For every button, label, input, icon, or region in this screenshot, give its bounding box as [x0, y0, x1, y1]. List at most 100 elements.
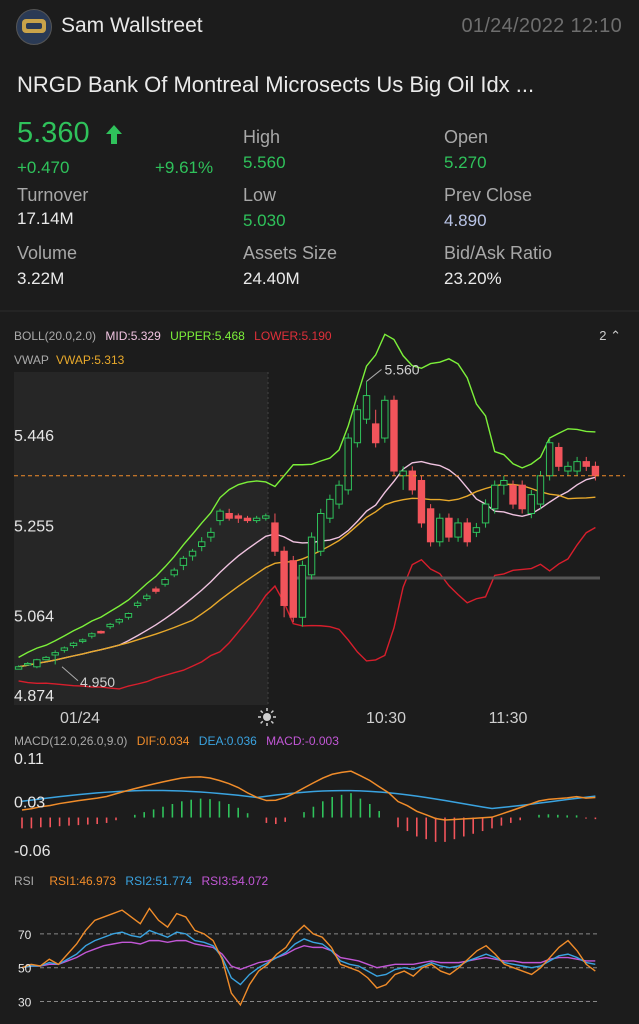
candle: [362, 395, 371, 420]
candle: [591, 465, 600, 477]
max-pointer: [366, 369, 382, 382]
macd-dea: DEA:0.036: [198, 734, 257, 748]
vwap-legend[interactable]: VWAP VWAP:5.313: [14, 353, 124, 367]
candle: [408, 470, 417, 491]
avatar[interactable]: [16, 9, 52, 45]
macd-name: MACD(12.0,26.0,9.0): [14, 734, 128, 748]
max-price-label: 5.560: [385, 361, 420, 377]
rsi-tick-label: 50: [18, 962, 32, 976]
candle: [152, 588, 160, 592]
stock-title: NRGD Bank Of Montreal Microsects Us Big …: [17, 72, 535, 97]
dif-line: [21, 770, 596, 821]
candle: [216, 510, 224, 522]
candle: [124, 612, 133, 618]
rsi-name: RSI: [14, 874, 35, 888]
low-label: Low: [243, 185, 277, 205]
sun-ray: [270, 710, 274, 714]
vwap-value: VWAP:5.313: [56, 353, 125, 367]
collapse-count: 2: [599, 328, 607, 343]
macd-tick-label: 0.11: [14, 751, 44, 768]
boll-upper-line: [18, 333, 596, 658]
candle: [445, 517, 453, 538]
rsi3-line: [21, 939, 596, 971]
candle: [536, 475, 545, 505]
rsi-legend[interactable]: RSI RSI1:46.973 RSI2:51.774 RSI3:54.072: [14, 874, 268, 888]
rsi-tick-label: 30: [18, 996, 32, 1010]
rsi3-value: RSI3:54.072: [201, 874, 269, 888]
price-change-pct: +9.61%: [155, 158, 214, 177]
datetime: 01/24/2022 12:10: [461, 15, 622, 37]
candle: [564, 465, 572, 472]
candle: [51, 652, 59, 656]
y-tick-label: 5.255: [14, 518, 54, 535]
candle: [97, 630, 105, 634]
boll-lower-line: [18, 526, 596, 690]
boll-upper: UPPER:5.468: [170, 329, 245, 343]
x-tick-label: 01/24: [60, 710, 100, 727]
bidask-value: 23.20%: [444, 269, 502, 288]
candle: [133, 602, 142, 606]
candle: [390, 399, 398, 472]
prev-close-label: Prev Close: [444, 185, 533, 205]
candle: [88, 633, 96, 637]
rsi2-line: [21, 929, 596, 986]
boll-legend[interactable]: BOLL(20.0,2.0) MID:5.329 UPPER:5.468 LOW…: [14, 329, 332, 343]
macd-value: MACD:-0.003: [266, 734, 339, 748]
sun-ray: [260, 710, 264, 714]
candle: [170, 569, 178, 576]
candle: [481, 503, 490, 524]
candle: [527, 494, 536, 515]
rsi1-line: [21, 907, 596, 1007]
candle: [555, 446, 563, 467]
candle: [436, 517, 444, 543]
candle: [188, 550, 197, 557]
candle: [335, 484, 343, 505]
turnover-label: Turnover: [17, 185, 89, 205]
candle: [399, 470, 407, 477]
volume-value: 3.22M: [17, 269, 65, 288]
sun-ray: [260, 720, 264, 724]
macd-legend[interactable]: MACD(12.0,26.0,9.0) DIF:0.034 DEA:0.036 …: [14, 734, 339, 748]
candle: [509, 484, 517, 505]
candle: [417, 479, 426, 524]
y-tick-label: 4.874: [14, 688, 54, 705]
candle: [545, 442, 554, 477]
candle: [381, 399, 389, 439]
rsi1-value: RSI1:46.973: [49, 874, 117, 888]
rsi-tick-label: 70: [18, 928, 32, 942]
candle: [472, 527, 481, 533]
x-tick-label: 10:30: [366, 710, 406, 727]
candle: [463, 522, 471, 543]
candle: [307, 536, 316, 576]
macd-tick-label: -0.06: [14, 843, 51, 860]
candle: [234, 515, 243, 519]
macd-dif: DIF:0.034: [136, 734, 190, 748]
candle: [42, 656, 50, 661]
username[interactable]: Sam Wallstreet: [61, 14, 203, 37]
quote-summary: 5.360 +0.470 +9.61% Turnover 17.14M Volu…: [0, 112, 639, 302]
price-change: +0.470: [17, 158, 70, 177]
candle: [271, 522, 279, 552]
up-arrow-icon: [106, 125, 122, 144]
candle: [115, 619, 124, 623]
candle: [14, 666, 23, 670]
x-tick-label: 11:30: [489, 710, 528, 727]
candle: [582, 461, 590, 467]
candle: [298, 564, 307, 618]
candle: [280, 550, 288, 606]
y-tick-label: 5.446: [14, 428, 54, 445]
candle: [353, 409, 362, 444]
candle: [262, 515, 270, 519]
min-pointer: [61, 666, 79, 682]
open-value: 5.270: [444, 153, 487, 172]
candle: [573, 461, 581, 472]
candle: [60, 647, 69, 651]
assets-label: Assets Size: [243, 243, 338, 263]
boll-mid: MID:5.329: [105, 329, 161, 343]
y-tick-label: 5.064: [14, 608, 54, 625]
prev-close-value: 4.890: [444, 211, 487, 230]
collapse-toggle[interactable]: 2 ⌃: [599, 328, 621, 344]
candle: [252, 517, 261, 522]
candle: [289, 560, 297, 618]
